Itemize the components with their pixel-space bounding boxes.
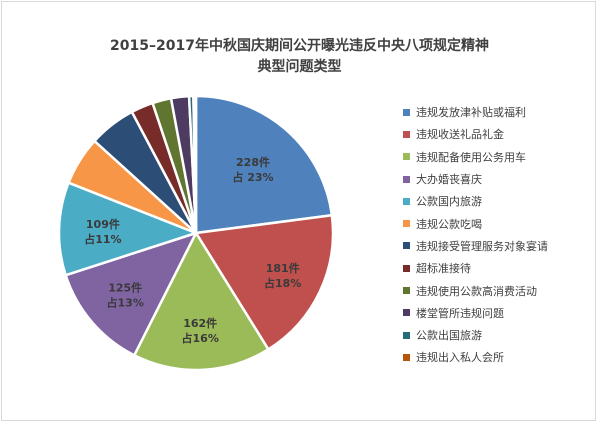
legend-item: 违规出入私人会所 xyxy=(403,346,593,368)
pie-slice-2 xyxy=(194,214,335,351)
data-label-share-5: 占11% xyxy=(84,232,121,246)
legend-label: 违规出入私人会所 xyxy=(416,351,504,365)
data-label-count-5: 109件 xyxy=(86,217,120,231)
legend-item: 超标准接待 xyxy=(403,257,593,279)
legend-label: 公款国内旅游 xyxy=(416,195,482,209)
pie-slice-1 xyxy=(194,94,334,235)
legend-swatch xyxy=(403,197,410,205)
legend: 违规发放津补贴或福利 违规收送礼品礼金违规配备使用公务用车 大办婚丧喜庆 公款国内旅游… xyxy=(403,101,593,369)
data-label-share-3: 占16% xyxy=(182,331,219,345)
legend-swatch xyxy=(403,287,410,295)
legend-item: 大办婚丧喜庆 xyxy=(403,168,593,190)
legend-label: 违规配备使用公务用车 xyxy=(416,150,526,164)
legend-label: 违规接受管理服务对象宴请 xyxy=(416,239,548,253)
legend-label: 楼堂管所违规问题 xyxy=(416,306,504,320)
pie-slice-5 xyxy=(57,181,198,277)
legend-label: 违规公款吃喝 xyxy=(416,217,482,231)
data-label-share-2: 占18% xyxy=(264,276,301,290)
pie-slice-4 xyxy=(64,231,198,357)
legend-swatch xyxy=(403,309,410,317)
legend-swatch xyxy=(403,130,410,138)
chart-title-line-1: 2015–2017年中秋国庆期间公开曝光违反中央八项规定精神 xyxy=(110,38,489,54)
legend-label: 超标准接待 xyxy=(416,262,471,276)
legend-item: 违规配备使用公务用车 xyxy=(403,146,593,168)
data-label-share-4: 占13% xyxy=(107,296,144,310)
legend-item: 公款国内旅游 xyxy=(403,190,593,212)
data-label-count-1: 228件 xyxy=(236,155,270,169)
legend-label: 大办婚丧喜庆 xyxy=(416,173,482,187)
data-label-share-1: 占 23% xyxy=(232,170,273,184)
legend-item: 违规发放津补贴或福利 xyxy=(403,101,593,123)
legend-item: 违规收送礼品礼金 xyxy=(403,123,593,145)
legend-label: 违规发放津补贴或福利 xyxy=(416,106,526,120)
legend-swatch xyxy=(403,175,410,183)
legend-swatch xyxy=(403,242,410,250)
data-label-count-2: 181件 xyxy=(266,261,300,275)
pie-slice-3 xyxy=(132,231,270,372)
pie-slice-12 xyxy=(192,94,198,235)
legend-item: 公款出国旅游 xyxy=(403,324,593,346)
legend-item: 楼堂管所违规问题 xyxy=(403,302,593,324)
legend-swatch xyxy=(403,108,410,116)
legend-swatch xyxy=(403,153,410,161)
legend-label: 违规使用公款高消费活动 xyxy=(416,284,537,298)
legend-item: 违规使用公款高消费活动 xyxy=(403,279,593,301)
legend-swatch xyxy=(403,264,410,272)
legend-label: 公款出国旅游 xyxy=(416,329,482,343)
legend-swatch xyxy=(403,220,410,228)
legend-swatch xyxy=(403,353,410,361)
data-label-count-4: 125件 xyxy=(108,281,142,295)
chart-title-line-2: 典型问题类型 xyxy=(257,59,342,75)
legend-item: 违规接受管理服务对象宴请 xyxy=(403,235,593,257)
legend-label: 违规收送礼品礼金 xyxy=(416,128,504,142)
legend-swatch xyxy=(403,331,410,339)
data-label-count-3: 162件 xyxy=(183,316,217,330)
legend-item: 违规公款吃喝 xyxy=(403,212,593,234)
